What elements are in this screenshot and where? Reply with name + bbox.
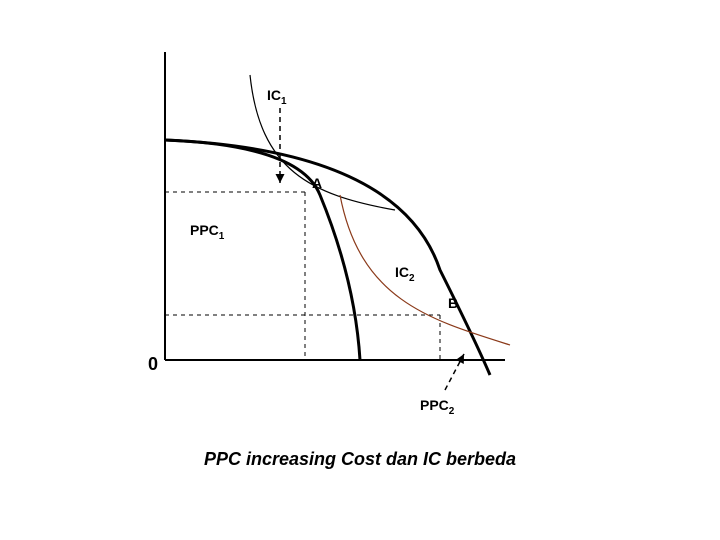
ppc2-label: PPC2	[420, 397, 455, 417]
figure-caption: PPC increasing Cost dan IC berbeda	[204, 449, 516, 469]
ic2-label-text: IC	[395, 264, 409, 280]
ppc2-label-text: PPC	[420, 397, 449, 413]
point-b-label: B	[448, 295, 458, 311]
ppc-ic-diagram: 0 PPC1 PPC2 IC1 IC2 A B PPC increasing C…	[0, 0, 720, 540]
ppc1-label: PPC1	[190, 222, 225, 242]
ic1-label-text: IC	[267, 87, 281, 103]
ic1-label: IC1	[267, 87, 287, 107]
ppc1-label-sub: 1	[219, 231, 225, 242]
ic2-curve	[340, 195, 510, 345]
ppc1-label-text: PPC	[190, 222, 219, 238]
origin-label: 0	[148, 354, 158, 374]
point-a-label: A	[312, 175, 322, 191]
ppc2-curve	[165, 140, 490, 375]
ic2-label: IC2	[395, 264, 415, 284]
ppc2-label-sub: 2	[449, 406, 455, 417]
ic2-label-sub: 2	[409, 273, 415, 284]
ppc1-curve	[165, 140, 360, 360]
ic1-label-sub: 1	[281, 96, 287, 107]
